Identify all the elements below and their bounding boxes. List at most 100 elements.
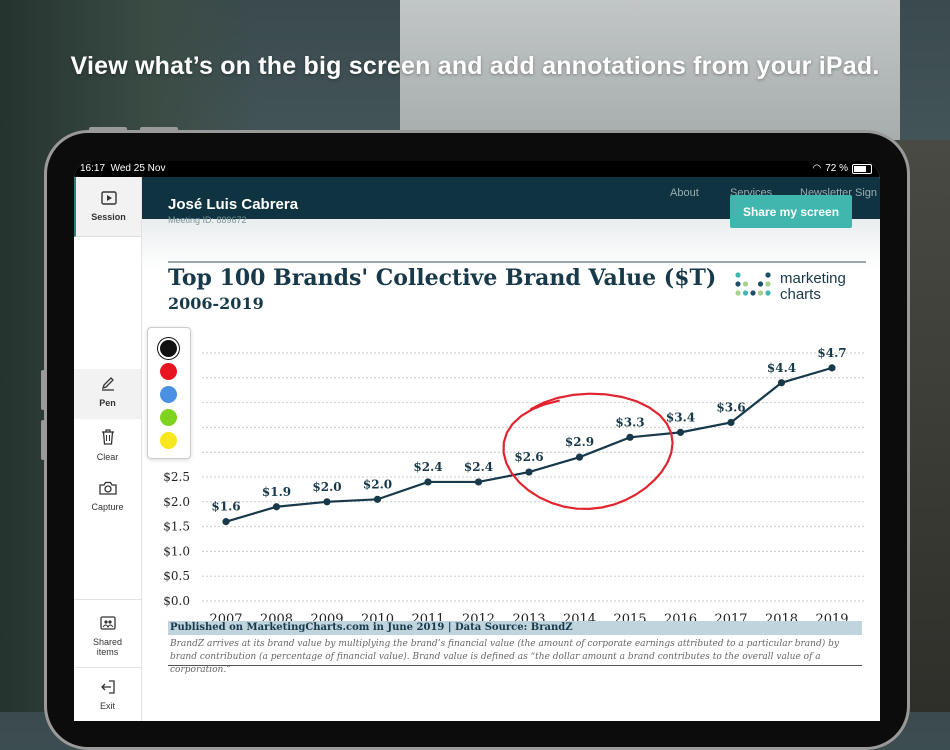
nav-about[interactable]: About bbox=[670, 187, 699, 199]
pen-icon bbox=[74, 377, 141, 395]
data-point bbox=[272, 503, 281, 511]
ipad-side-button bbox=[41, 370, 45, 410]
share-screen-button[interactable]: Share my screen bbox=[730, 195, 852, 228]
y-tick-label: $1.5 bbox=[163, 520, 190, 534]
wifi-icon: ◠ bbox=[812, 163, 822, 174]
footer-published: Published on MarketingCharts.com in June… bbox=[170, 622, 573, 633]
logo-dot bbox=[757, 281, 764, 287]
y-tick-label: $0.0 bbox=[163, 594, 190, 608]
data-point bbox=[626, 433, 634, 441]
data-label: $2.6 bbox=[514, 450, 543, 464]
y-tick-label: $0.5 bbox=[163, 569, 190, 583]
ipad-top-button bbox=[89, 127, 127, 131]
sidebar-item-session[interactable]: Session bbox=[74, 177, 141, 237]
y-tick-label: $1.0 bbox=[163, 544, 190, 558]
data-label: $2.4 bbox=[413, 460, 442, 474]
logo-dot bbox=[742, 281, 749, 287]
color-swatch[interactable] bbox=[160, 340, 177, 357]
data-point bbox=[424, 478, 432, 486]
data-label: $1.9 bbox=[262, 485, 291, 499]
logo-dot bbox=[742, 290, 749, 296]
logo-dot bbox=[735, 281, 741, 287]
data-point bbox=[373, 495, 382, 503]
sidebar-label-exit: Exit bbox=[99, 701, 115, 711]
color-swatch[interactable] bbox=[160, 409, 177, 426]
sidebar-label-capture: Capture bbox=[91, 502, 124, 512]
data-label: $3.3 bbox=[615, 415, 644, 429]
trash-icon bbox=[74, 429, 141, 449]
ipad-side-button bbox=[41, 420, 45, 460]
exit-icon bbox=[74, 680, 141, 698]
sidebar: Session Pen Clear Capture Shared items bbox=[74, 177, 142, 721]
footer-description: BrandZ arrives at its brand value by mul… bbox=[170, 639, 839, 675]
color-swatch[interactable] bbox=[160, 363, 177, 380]
data-point bbox=[525, 468, 533, 476]
play-icon bbox=[76, 191, 141, 209]
data-point bbox=[727, 418, 735, 427]
battery-icon bbox=[852, 163, 872, 174]
data-point bbox=[777, 379, 786, 387]
sidebar-item-shared-items[interactable]: Shared items bbox=[74, 599, 141, 659]
logo-dot bbox=[765, 272, 771, 278]
pen-annotation bbox=[502, 392, 674, 510]
y-tick-label: $2.5 bbox=[163, 470, 190, 484]
data-point bbox=[676, 428, 685, 436]
status-date: Wed 25 Nov bbox=[110, 163, 166, 174]
sidebar-label-pen: Pen bbox=[99, 398, 116, 408]
footer-bar bbox=[168, 621, 862, 635]
data-label: $2.0 bbox=[312, 480, 341, 494]
logo-text: marketing charts bbox=[780, 271, 846, 303]
logo-dot bbox=[757, 290, 764, 296]
status-right: ◠ 72 % bbox=[812, 163, 872, 174]
data-label: $4.7 bbox=[817, 346, 846, 360]
series-line bbox=[225, 366, 833, 523]
data-label: $2.9 bbox=[565, 435, 594, 449]
sidebar-label-shared-items: Shared items bbox=[92, 637, 123, 657]
status-bar: 16:17 Wed 25 Nov ◠ 72 % bbox=[74, 161, 880, 177]
sidebar-item-exit[interactable]: Exit bbox=[74, 667, 141, 721]
data-label: $2.0 bbox=[363, 477, 392, 491]
color-swatch[interactable] bbox=[160, 432, 177, 449]
data-point bbox=[575, 453, 584, 461]
sidebar-label-session: Session bbox=[91, 212, 126, 222]
battery-percent: 72 % bbox=[825, 163, 848, 174]
background-screen bbox=[400, 0, 900, 140]
title-rule bbox=[168, 261, 866, 263]
data-label: $3.6 bbox=[716, 400, 745, 414]
logo-dot bbox=[765, 290, 771, 296]
logo-dot bbox=[765, 281, 771, 287]
logo-dots bbox=[735, 272, 771, 296]
data-label: $4.4 bbox=[767, 361, 796, 375]
shared-screen: About Services Newsletter Sign José Luis… bbox=[142, 177, 880, 721]
sidebar-item-pen[interactable]: Pen bbox=[74, 369, 141, 419]
status-time: 16:17 Wed 25 Nov bbox=[80, 163, 165, 174]
logo-dot bbox=[750, 290, 756, 296]
data-label: $3.4 bbox=[666, 410, 695, 424]
marketing-charts-logo: marketing charts bbox=[734, 269, 874, 309]
data-point bbox=[323, 498, 331, 506]
presenter-name: José Luis Cabrera bbox=[168, 196, 299, 213]
ipad-top-button bbox=[140, 127, 178, 131]
shared-items-icon bbox=[74, 616, 141, 634]
color-palette bbox=[147, 327, 191, 459]
camera-icon bbox=[74, 481, 141, 499]
logo-dot bbox=[735, 290, 741, 296]
headline: View what’s on the big screen and add an… bbox=[70, 52, 880, 80]
sidebar-item-clear[interactable]: Clear bbox=[74, 429, 141, 462]
data-label: $2.4 bbox=[464, 460, 493, 474]
logo-line1: marketing bbox=[780, 270, 846, 287]
color-swatch[interactable] bbox=[160, 386, 177, 403]
status-clock: 16:17 bbox=[80, 163, 106, 174]
logo-line2: charts bbox=[780, 286, 821, 303]
logo-dot bbox=[735, 272, 741, 278]
data-point bbox=[828, 364, 836, 372]
chart-title: Top 100 Brands' Collective Brand Value (… bbox=[168, 265, 717, 291]
y-tick-label: $2.0 bbox=[163, 495, 190, 509]
sidebar-label-clear: Clear bbox=[96, 452, 119, 462]
data-point bbox=[222, 518, 230, 526]
footer-rule bbox=[168, 665, 862, 666]
chart-subtitle: 2006-2019 bbox=[168, 294, 264, 313]
data-label: $1.6 bbox=[211, 500, 240, 514]
sidebar-item-capture[interactable]: Capture bbox=[74, 481, 141, 512]
meeting-id: Meeting ID: 889672 bbox=[168, 215, 247, 225]
